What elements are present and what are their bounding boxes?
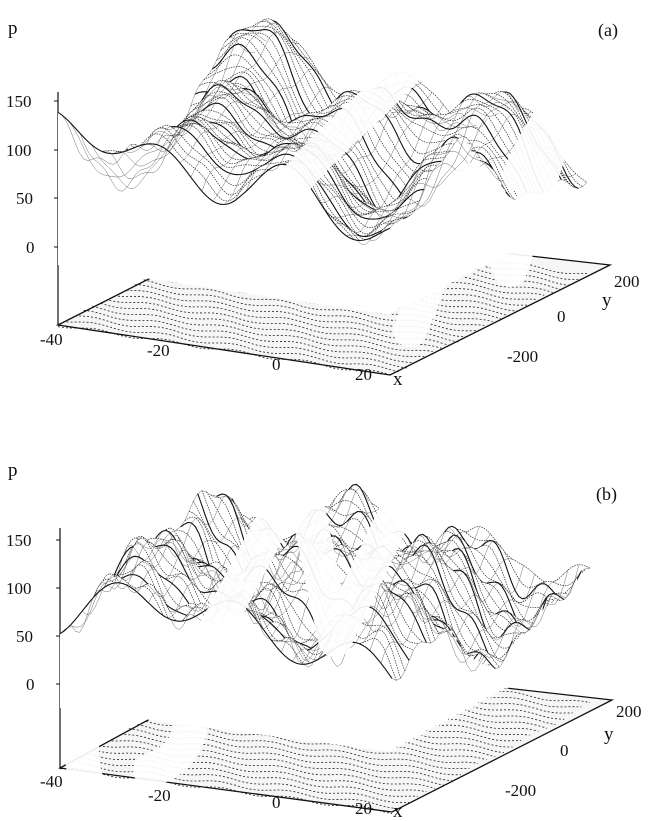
- panel-a-z-tick-label: 0: [26, 238, 35, 257]
- floor-contour-line: [94, 749, 427, 793]
- panel-b-y-tick-label: 200: [616, 702, 642, 721]
- panel-b-z-tick-label: 150: [6, 531, 32, 550]
- panel-a-z-tick-label: 100: [6, 141, 32, 160]
- panel-a: p (a) 150 100 50 0 -40 -20 0 20 x 200 0 …: [6, 18, 640, 390]
- floor-contour-line: [66, 321, 399, 373]
- panel-b-label: (b): [596, 484, 617, 505]
- panel-a-y-tick-label: 200: [614, 272, 640, 291]
- panel-b-xlabel: x: [393, 801, 403, 821]
- floor-contour-line: [83, 309, 416, 363]
- floor-contour-line: [75, 315, 408, 369]
- floor-contour-line: [109, 300, 442, 349]
- panel-a-y-tick-label: 0: [557, 307, 566, 326]
- panel-a-xlabel: x: [393, 369, 403, 390]
- panel-a-z-tick-label: 50: [16, 189, 33, 208]
- panel-a-x-tick-label: -40: [40, 330, 63, 349]
- surface-cross-line: [57, 37, 256, 165]
- panel-a-y-tick-label: -200: [507, 347, 538, 366]
- panel-b-x-tick-label: -20: [148, 786, 171, 805]
- panel-a-z-tick-label: 150: [6, 92, 32, 111]
- floor-contour-line: [57, 326, 391, 376]
- panel-a-label: (a): [598, 20, 618, 41]
- panel-b-zlabel: p: [8, 460, 18, 481]
- panel-b-z-tick-label: 50: [16, 627, 33, 646]
- floor-contour-line: [92, 305, 425, 357]
- panel-b-z-tick-label: 0: [26, 675, 35, 694]
- panel-b-x-tick-label: 0: [272, 793, 281, 812]
- panel-b-y-tick-label: -200: [505, 781, 536, 800]
- floor-contour-line: [100, 302, 433, 352]
- floor-contour-line: [145, 720, 479, 764]
- panel-b-z-tick-label: 100: [6, 579, 32, 598]
- panel-a-x-tick-label: 20: [355, 365, 372, 384]
- panel-b-y-tick-label: 0: [560, 741, 569, 760]
- panel-b: p (b) 150 100 50 0 -40 -20 0 20 x 200 0 …: [6, 460, 642, 821]
- panel-b-ylabel: y: [604, 724, 614, 745]
- panel-a-x-tick-label: -20: [147, 341, 170, 360]
- panel-b-x-tick-label: -40: [40, 772, 63, 791]
- panel-a-x-tick-label: 0: [272, 355, 281, 374]
- panel-b-x-tick-label: 20: [355, 799, 372, 818]
- panel-a-ylabel: y: [602, 290, 612, 311]
- panel-a-zlabel: p: [8, 18, 18, 39]
